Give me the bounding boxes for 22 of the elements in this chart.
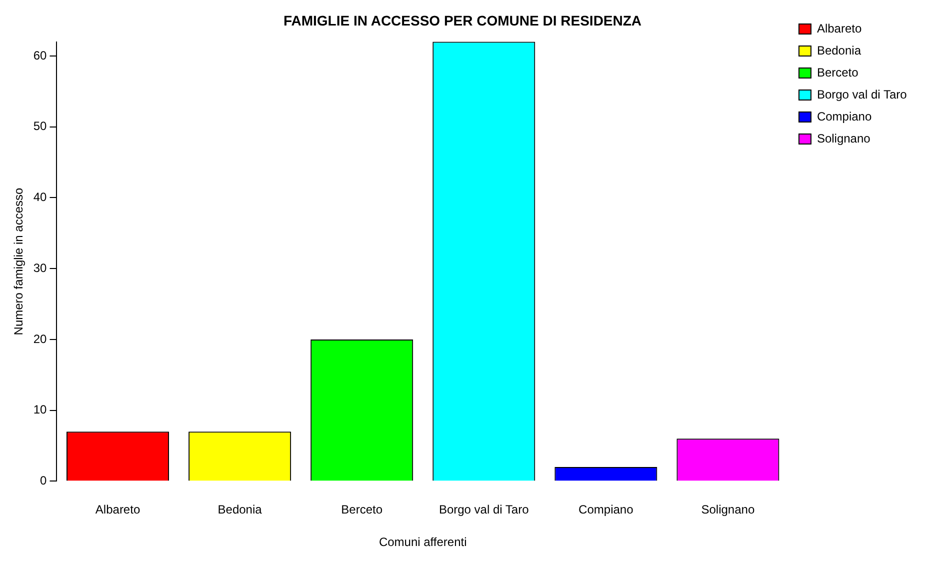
legend-label: Compiano (816, 109, 872, 124)
x-tick-label: Borgo val di Taro (438, 502, 530, 517)
y-tick-label: 50 (33, 119, 48, 134)
chart-title: FAMIGLIE IN ACCESSO PER COMUNE DI RESIDENZA (283, 12, 642, 28)
y-tick-label: 10 (33, 402, 48, 417)
legend-label: Solignano (816, 131, 871, 146)
x-tick-label: Solignano (701, 502, 755, 517)
legend-label: Borgo val di Taro (816, 87, 908, 102)
y-tick-label: 20 (33, 332, 48, 346)
y-tick-label: 60 (33, 48, 48, 62)
legend-label: Berceto (816, 65, 859, 80)
legend-label: Bedonia (816, 43, 862, 58)
x-tick-label: Berceto (341, 502, 383, 517)
x-axis-title: Comuni afferenti (378, 535, 467, 550)
legend-label: Albareto (816, 21, 862, 36)
x-tick-label: Compiano (578, 502, 634, 517)
x-tick-label: Bedonia (218, 502, 262, 517)
y-tick-label: 0 (40, 474, 48, 488)
y-axis-title: Numero famiglie in accesso (12, 187, 26, 336)
y-tick-label: 40 (33, 190, 48, 204)
y-tick-label: 30 (33, 260, 48, 275)
x-tick-label: Albareto (95, 502, 140, 517)
